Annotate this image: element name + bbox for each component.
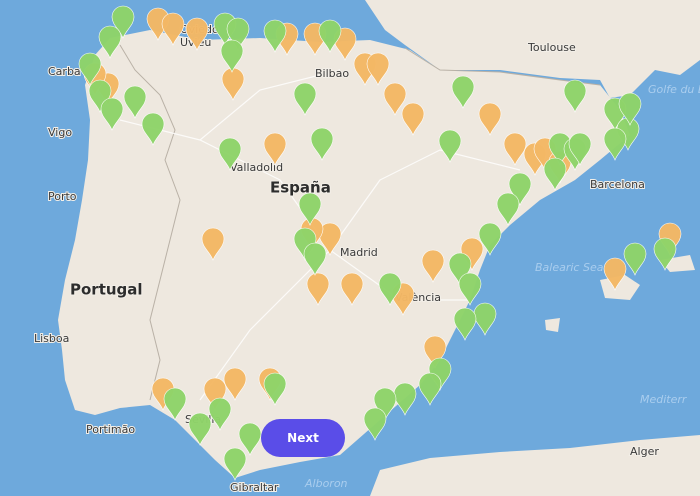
sea-label: Balearic Sea — [535, 261, 604, 274]
map-pin[interactable] — [263, 132, 287, 166]
map-pin[interactable] — [378, 272, 402, 306]
place-label: Madrid — [340, 246, 378, 259]
map-pin[interactable] — [478, 102, 502, 136]
map-pin[interactable] — [318, 222, 342, 256]
map-pin[interactable] — [208, 397, 232, 431]
place-label: Carba — [48, 65, 81, 78]
map-pin[interactable] — [306, 272, 330, 306]
map-pin[interactable] — [318, 19, 342, 53]
place-label: Lisboa — [34, 332, 69, 345]
map-pin[interactable] — [100, 97, 124, 131]
map-pin[interactable] — [623, 242, 647, 276]
border-line — [119, 44, 181, 401]
map-pin[interactable] — [293, 82, 317, 116]
map-pin[interactable] — [111, 5, 135, 39]
place-label: Alger — [630, 445, 659, 458]
next-button[interactable]: Next — [261, 419, 345, 457]
map-pin[interactable] — [201, 227, 225, 261]
map-pin[interactable] — [603, 257, 627, 291]
map-pin[interactable] — [163, 387, 187, 421]
sea-label: Mediterr — [640, 393, 688, 406]
place-label: Porto — [48, 190, 77, 203]
place-label: Portimão — [86, 423, 135, 436]
map-pin[interactable] — [473, 302, 497, 336]
sea-label: Alboron — [304, 477, 348, 490]
map-pin[interactable] — [203, 377, 227, 411]
map-pin[interactable] — [438, 129, 462, 163]
place-label: Portugal — [70, 281, 143, 299]
africa-land — [370, 435, 700, 496]
map-pin[interactable] — [423, 335, 447, 369]
map-pin[interactable] — [603, 127, 627, 161]
map-pin[interactable] — [185, 17, 209, 51]
place-label: Vigo — [48, 126, 72, 139]
map-pin[interactable] — [366, 52, 390, 86]
map-pin[interactable] — [303, 242, 327, 276]
map-pin[interactable] — [401, 102, 425, 136]
map-pin[interactable] — [263, 19, 287, 53]
map-pin[interactable] — [568, 132, 592, 166]
place-label: Barcelona — [590, 178, 645, 191]
map-pin[interactable] — [98, 25, 122, 59]
map-pin[interactable] — [478, 222, 502, 256]
map-pin[interactable] — [503, 132, 527, 166]
map-pin[interactable] — [618, 92, 642, 126]
map-pin[interactable] — [653, 237, 677, 271]
map-pin[interactable] — [218, 137, 242, 171]
map-pin[interactable] — [298, 192, 322, 226]
map-pin[interactable] — [238, 422, 262, 456]
map-pin[interactable] — [220, 39, 244, 73]
map-pin[interactable] — [141, 112, 165, 146]
map-pin[interactable] — [543, 157, 567, 191]
map-pin[interactable] — [78, 52, 102, 86]
map-pin[interactable] — [418, 372, 442, 406]
map-pin[interactable] — [373, 387, 397, 421]
iberia-land — [58, 30, 630, 478]
map-pin[interactable] — [123, 85, 147, 119]
map-pin[interactable] — [223, 447, 247, 481]
map-pin[interactable] — [453, 307, 477, 341]
map-pin[interactable] — [563, 79, 587, 113]
map-pin[interactable] — [310, 127, 334, 161]
place-label: Valladolid — [230, 161, 283, 174]
france-land — [330, 0, 700, 98]
map-pin[interactable] — [508, 172, 532, 206]
map-pin[interactable] — [340, 272, 364, 306]
ibiza — [545, 318, 560, 332]
place-label: Bilbao — [315, 67, 349, 80]
place-label: Gibraltar — [230, 481, 279, 494]
map-pin[interactable] — [448, 252, 472, 286]
map-pin[interactable] — [458, 272, 482, 306]
map-pin[interactable] — [188, 412, 212, 446]
map-pin[interactable] — [393, 382, 417, 416]
sea-label: Golfe du Lion — [648, 83, 700, 96]
map-pin[interactable] — [263, 372, 287, 406]
map-pin[interactable] — [496, 192, 520, 226]
place-label: España — [270, 179, 331, 197]
map-pin[interactable] — [223, 367, 247, 401]
place-label: Toulouse — [527, 41, 576, 54]
map-pin[interactable] — [383, 82, 407, 116]
map-pin[interactable] — [421, 249, 445, 283]
map-pin[interactable] — [161, 12, 185, 46]
map-pin[interactable] — [226, 17, 250, 51]
map-pin[interactable] — [451, 75, 475, 109]
map-pin[interactable] — [363, 407, 387, 441]
